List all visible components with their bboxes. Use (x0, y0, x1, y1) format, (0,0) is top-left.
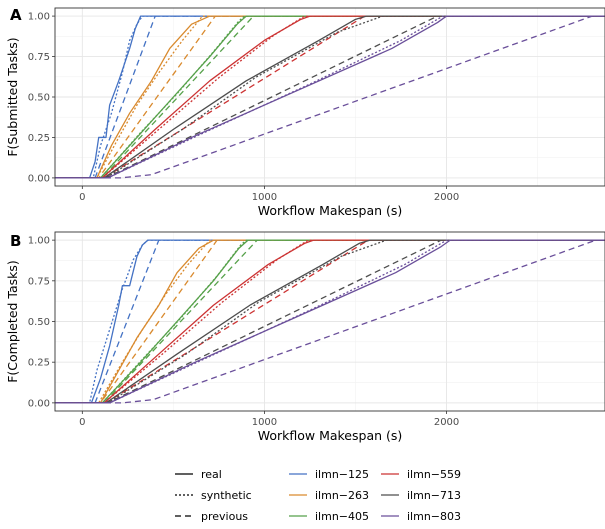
series-line-ilmn-263-real (55, 239, 605, 404)
series-line-ilmn-263-synthetic (55, 15, 605, 179)
y-tick-label: 0.50 (28, 317, 50, 328)
chart-panel-a: 0.00 0.25 0.50 0.75 1.00 0 1000 2000 Workflow Ma… (5, 6, 605, 218)
series-line-ilmn-559-real (55, 15, 605, 179)
x-tick-label: 1000 (252, 192, 277, 203)
legend-label-workflow: ilmn−803 (407, 510, 461, 523)
legend-label-workflow: ilmn−125 (315, 468, 369, 481)
series-line-ilmn-559-synthetic (55, 15, 605, 179)
series-line-ilmn-405-synthetic (55, 239, 605, 404)
series-line-ilmn-405-synthetic (55, 15, 605, 179)
series-line-ilmn-125-synthetic (55, 15, 605, 179)
series-line-ilmn-803-synthetic (55, 239, 605, 404)
legend-label-workflow: ilmn−263 (315, 489, 369, 502)
series-line-ilmn-713-real (55, 239, 605, 404)
y-tick-label: 1.00 (28, 236, 50, 247)
x-tick-label: 0 (79, 192, 85, 203)
x-axis-title: Workflow Makespan (s) (258, 203, 403, 218)
y-tick-label: 0.75 (28, 276, 50, 287)
y-tick-label: 0.00 (28, 398, 50, 409)
legend-label-real: real (201, 468, 222, 481)
y-tick-label: 1.00 (28, 12, 50, 23)
y-tick-label: 0.75 (28, 52, 50, 63)
series-line-ilmn-713-real (55, 15, 605, 179)
panel-label: A (10, 6, 22, 24)
legend: real synthetic previous ilmn−125 ilmn−263 ilm… (175, 468, 461, 523)
x-tick-label: 2000 (434, 192, 459, 203)
x-tick-label: 1000 (252, 417, 277, 428)
y-axis-title: F(Submitted Tasks) (5, 37, 20, 156)
x-tick-label: 0 (79, 417, 85, 428)
y-axis-title: F(Completed Tasks) (5, 260, 20, 383)
legend-label-synthetic: synthetic (201, 489, 252, 502)
y-tick-label: 0.25 (28, 358, 50, 369)
y-tick-label: 0.00 (28, 173, 50, 184)
series-line-ilmn-713-synthetic (55, 15, 605, 179)
y-tick-label: 0.25 (28, 133, 50, 144)
x-axis-title: Workflow Makespan (s) (258, 428, 403, 443)
chart-panel-b: 0.00 0.25 0.50 0.75 1.00 0 1000 2000 Workflow Ma… (5, 231, 605, 443)
x-tick-label: 2000 (434, 417, 459, 428)
legend-label-workflow: ilmn−713 (407, 489, 461, 502)
panel-label: B (10, 232, 21, 250)
legend-label-workflow: ilmn−405 (315, 510, 369, 523)
series-line-ilmn-125-synthetic (55, 239, 605, 404)
y-tick-label: 0.50 (28, 93, 50, 104)
legend-label-workflow: ilmn−559 (407, 468, 461, 481)
series-line-ilmn-803-previous (55, 239, 605, 404)
series-line-ilmn-263-real (55, 15, 605, 179)
series-line-ilmn-803-previous (55, 15, 605, 179)
series-line-ilmn-803-real (55, 239, 605, 404)
legend-label-previous: previous (201, 510, 248, 523)
